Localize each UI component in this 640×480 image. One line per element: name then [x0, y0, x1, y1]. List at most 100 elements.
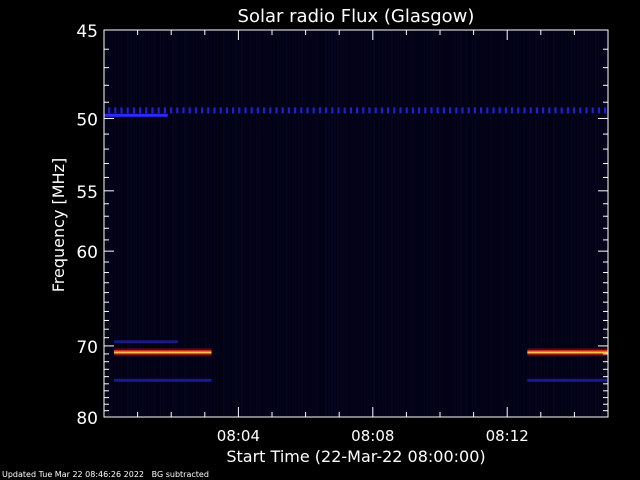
noise-streak: [226, 30, 228, 417]
noise-streak: [373, 30, 375, 417]
feature-dotted-band-mark: [232, 107, 235, 114]
feature-dotted-band-mark: [126, 107, 129, 114]
feature-dotted-band-mark: [139, 107, 142, 114]
noise-streak: [406, 30, 408, 417]
noise-streak: [481, 30, 483, 417]
noise-streak: [556, 30, 558, 417]
noise-streak: [445, 30, 447, 417]
noise-streak: [475, 30, 477, 417]
feature-dotted-band-mark: [548, 107, 551, 114]
noise-streak: [427, 30, 429, 417]
noise-streak: [235, 30, 237, 417]
noise-streak: [241, 30, 243, 417]
feature-dotted-band-mark: [151, 107, 154, 114]
noise-streak: [223, 30, 225, 417]
noise-streak: [403, 30, 405, 417]
feature-dotted-band-mark: [573, 107, 576, 114]
noise-streak: [355, 30, 357, 417]
feature-dotted-band-mark: [535, 107, 538, 114]
noise-streak: [190, 30, 192, 417]
noise-streak: [169, 30, 171, 417]
noise-streak: [295, 30, 297, 417]
noise-streak: [145, 30, 147, 417]
feature-dotted-band-mark: [170, 107, 173, 114]
noise-streak: [184, 30, 186, 417]
noise-streak: [601, 30, 603, 417]
noise-streak: [532, 30, 534, 417]
feature-dotted-band-mark: [449, 107, 452, 114]
noise-streak: [199, 30, 201, 417]
noise-streak: [193, 30, 195, 417]
feature-dotted-band-mark: [145, 107, 148, 114]
noise-streak: [460, 30, 462, 417]
noise-streak: [538, 30, 540, 417]
noise-streak: [358, 30, 360, 417]
feature-dotted-band-mark: [275, 107, 278, 114]
feature-dotted-band-mark: [238, 107, 241, 114]
x-axis-title: Start Time (22-Mar-22 08:00:00): [226, 447, 485, 466]
feature-dotted-band-mark: [560, 107, 563, 114]
noise-streak: [517, 30, 519, 417]
noise-streak: [166, 30, 168, 417]
feature-dotted-band-mark: [269, 107, 272, 114]
noise-streak: [391, 30, 393, 417]
noise-streak: [181, 30, 183, 417]
noise-streak: [526, 30, 528, 417]
noise-streak: [433, 30, 435, 417]
noise-streak: [250, 30, 252, 417]
feature-dotted-band-mark: [306, 107, 309, 114]
noise-streak: [568, 30, 570, 417]
noise-streak: [346, 30, 348, 417]
feature-dotted-band-mark: [281, 107, 284, 114]
noise-streak: [136, 30, 138, 417]
feature-dotted-band-mark: [362, 107, 365, 114]
noise-streak: [304, 30, 306, 417]
feature-dotted-band-mark: [430, 107, 433, 114]
y-tick-label: 55: [76, 183, 98, 203]
noise-streak: [253, 30, 255, 417]
noise-streak: [229, 30, 231, 417]
bg-subtracted-note: BG subtracted: [151, 470, 209, 479]
noise-streak: [313, 30, 315, 417]
noise-streak: [367, 30, 369, 417]
noise-streak: [244, 30, 246, 417]
feature-band: [114, 340, 178, 344]
feature-dotted-band-mark: [591, 107, 594, 114]
noise-streak: [580, 30, 582, 417]
feature-dotted-band-mark: [461, 107, 464, 114]
noise-streak: [115, 30, 117, 417]
noise-streak: [400, 30, 402, 417]
feature-dotted-band-mark: [504, 107, 507, 114]
plot-area: [104, 30, 609, 417]
feature-dotted-band-mark: [554, 107, 557, 114]
noise-streak: [187, 30, 189, 417]
feature-dotted-band-mark: [436, 107, 439, 114]
noise-streak: [496, 30, 498, 417]
noise-streak: [451, 30, 453, 417]
noise-streak: [397, 30, 399, 417]
noise-streak: [211, 30, 213, 417]
noise-streak: [430, 30, 432, 417]
noise-streak: [550, 30, 552, 417]
noise-streak: [457, 30, 459, 417]
noise-streak: [109, 30, 111, 417]
noise-streak: [514, 30, 516, 417]
noise-streak: [262, 30, 264, 417]
noise-streak: [340, 30, 342, 417]
feature-strong-band-core: [114, 351, 212, 354]
noise-streak: [409, 30, 411, 417]
noise-streak: [328, 30, 330, 417]
noise-streak: [583, 30, 585, 417]
noise-streak: [349, 30, 351, 417]
noise-streak: [139, 30, 141, 417]
noise-streak: [157, 30, 159, 417]
feature-dotted-band-mark: [517, 107, 520, 114]
noise-streak: [388, 30, 390, 417]
x-tick-label: 08:12: [486, 427, 529, 445]
feature-dotted-band-mark: [486, 107, 489, 114]
feature-dotted-band-mark: [325, 107, 328, 114]
noise-streak: [535, 30, 537, 417]
noise-streak: [424, 30, 426, 417]
feature-dotted-band-mark: [356, 107, 359, 114]
feature-dotted-band-mark: [343, 107, 346, 114]
